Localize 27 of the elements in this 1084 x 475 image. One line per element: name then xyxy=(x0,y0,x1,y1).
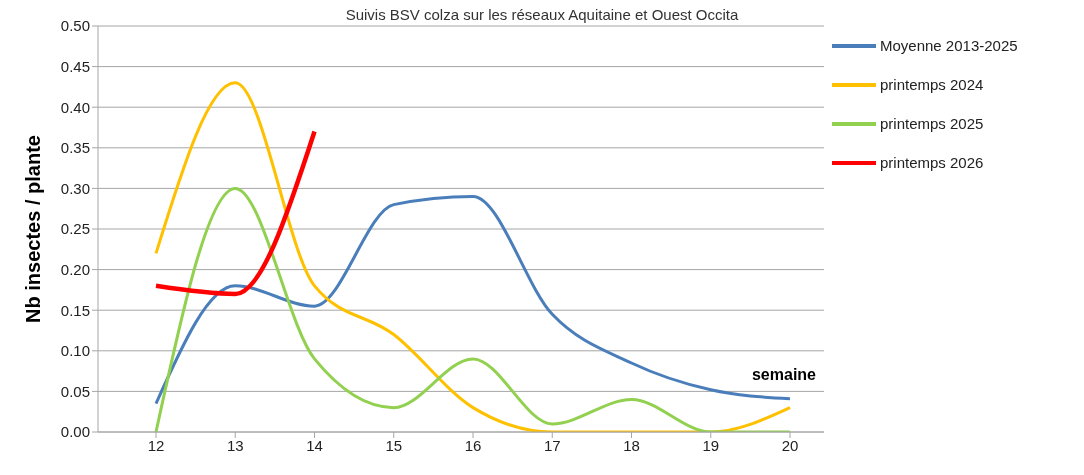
y-axis-title: Nb insectes / plante xyxy=(22,135,45,323)
chart-title: Suivis BSV colza sur les réseaux Aquitaine et Ouest Occita xyxy=(345,6,739,23)
y-tick-label: 0.10 xyxy=(60,342,90,360)
y-tick-label: 0.35 xyxy=(60,139,90,157)
legend-label: printemps 2026 xyxy=(880,152,984,173)
y-tick-label: 0.40 xyxy=(60,98,90,116)
x-axis-title: semaine xyxy=(751,366,817,383)
y-tick-label: 0.30 xyxy=(60,179,90,197)
y-tick-label: 0.20 xyxy=(60,260,90,278)
y-tick-label: 0.05 xyxy=(60,382,90,400)
x-tick-label: 14 xyxy=(306,436,323,454)
x-tick-label: 20 xyxy=(781,436,799,454)
y-tick-label: 0.45 xyxy=(60,57,90,75)
y-tick-label: 0.15 xyxy=(60,301,90,319)
x-tick-label: 18 xyxy=(623,436,640,454)
x-tick-label: 13 xyxy=(226,436,244,454)
y-tick-label: 0.00 xyxy=(60,423,90,441)
legend-label: printemps 2025 xyxy=(880,113,984,134)
legend-label: Moyenne 2013-2025 xyxy=(880,35,1018,56)
x-tick-label: 16 xyxy=(464,436,482,454)
x-tick-label: 12 xyxy=(147,436,165,454)
x-tick-label: 15 xyxy=(385,436,403,454)
x-tick-label: 19 xyxy=(702,436,720,454)
x-tick-label: 17 xyxy=(543,436,561,454)
y-tick-label: 0.50 xyxy=(60,17,90,35)
y-tick-label: 0.25 xyxy=(60,220,90,238)
legend-label: printemps 2024 xyxy=(880,74,984,95)
